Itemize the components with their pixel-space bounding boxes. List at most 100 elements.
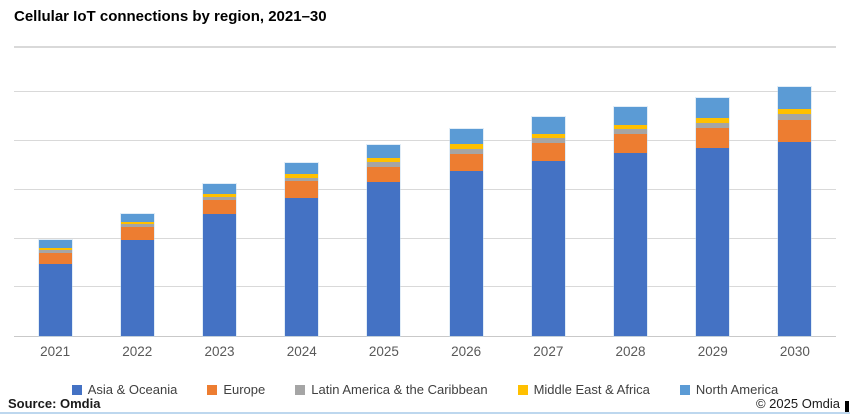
gridline: [14, 237, 836, 239]
bar-segment: [285, 173, 319, 178]
legend-item: North America: [679, 382, 779, 397]
x-tick-label: 2028: [615, 344, 646, 359]
bottom-separator: [0, 412, 850, 414]
bar-segment: [449, 154, 483, 171]
gridline: [14, 286, 836, 288]
bar-segment: [203, 197, 236, 201]
bar-segment: [696, 97, 730, 119]
legend-item: Europe: [207, 382, 265, 397]
x-tick-label: 2030: [779, 344, 810, 359]
bar-segment: [614, 152, 648, 336]
stacked-bar: [614, 106, 648, 336]
bar-segment: [531, 116, 565, 135]
bar-column-2024: [261, 60, 343, 336]
legend-label: Asia & Oceania: [87, 382, 178, 397]
stacked-bar: [449, 128, 483, 336]
bar-segment: [696, 147, 730, 336]
stacked-bar: [778, 86, 812, 336]
x-tick-label: 2025: [368, 344, 399, 359]
bar-segment: [778, 86, 812, 110]
bar-column-2022: [96, 60, 178, 336]
title-separator: [14, 46, 836, 48]
bar-segment: [778, 120, 812, 143]
bar-segment: [203, 214, 236, 336]
source-label: Source: Omdia: [8, 396, 101, 411]
legend: Asia & Oceania Europe Latin America & the …: [0, 382, 850, 397]
copyright-label: © 2025 Omdia: [755, 396, 840, 411]
bar-column-2026: [425, 60, 507, 336]
legend-color-swatch: [679, 384, 690, 395]
bar-segment: [614, 124, 648, 130]
bar-column-2030: [754, 60, 836, 336]
legend-item: Middle East & Africa: [517, 382, 650, 397]
x-tick-label: 2023: [204, 344, 235, 359]
bar-segment: [203, 184, 236, 195]
stacked-bar: [203, 184, 236, 336]
bar-column-2023: [178, 60, 260, 336]
bar-segment: [614, 134, 648, 153]
legend-color-swatch: [517, 384, 528, 395]
bar-segment: [778, 142, 812, 336]
bar-segment: [449, 170, 483, 336]
stacked-bar: [38, 240, 72, 336]
x-tick-label: 2021: [40, 344, 71, 359]
legend-item: Latin America & the Caribbean: [295, 382, 488, 397]
x-tick-label: 2029: [697, 344, 728, 359]
bar-segment: [531, 143, 565, 161]
bar-segment: [203, 200, 236, 215]
gridline: [14, 139, 836, 141]
bar-segment: [696, 128, 730, 148]
bar-segment: [38, 247, 72, 251]
bar-segment: [367, 166, 401, 183]
bar-segment: [38, 263, 72, 336]
legend-color-swatch: [207, 384, 218, 395]
bar-column-2027: [507, 60, 589, 336]
gridline: [14, 188, 836, 190]
bar-segment: [449, 144, 483, 150]
bar-column-2029: [672, 60, 754, 336]
bar-segment: [367, 144, 401, 159]
legend-item: Asia & Oceania: [71, 382, 178, 397]
bar-segment: [120, 224, 154, 228]
stacked-bar: [285, 163, 319, 336]
x-tick-label: 2024: [286, 344, 317, 359]
x-axis-labels: 2021 2022 2023 2024 2025 2026 2027 2028 2029 2030: [14, 344, 836, 359]
legend-color-swatch: [295, 384, 306, 395]
bar-segment: [531, 138, 565, 144]
bar-segment: [285, 181, 319, 198]
bar-segment: [696, 122, 730, 129]
bar-segment: [614, 106, 648, 125]
bar-segment: [120, 221, 154, 225]
bar-segment: [449, 128, 483, 145]
x-tick-label: 2026: [451, 344, 482, 359]
bar-segment: [614, 129, 648, 135]
x-tick-label: 2022: [122, 344, 153, 359]
chart-title: Cellular IoT connections by region, 2021…: [14, 8, 327, 25]
stacked-bar: [696, 97, 730, 336]
bar-segment: [38, 240, 72, 248]
legend-label: Latin America & the Caribbean: [311, 382, 488, 397]
bar-segment: [38, 250, 72, 253]
bar-column-2021: [14, 60, 96, 336]
legend-label: Middle East & Africa: [533, 382, 650, 397]
bar-segment: [367, 158, 401, 163]
bar-segment: [285, 177, 319, 182]
bar-segment: [285, 163, 319, 174]
bar-segment: [367, 162, 401, 167]
bar-segment: [531, 134, 565, 139]
stacked-bar: [120, 214, 154, 336]
bar-column-2028: [589, 60, 671, 336]
bar-segment: [38, 252, 72, 264]
gridlines: [14, 60, 836, 336]
bar-segment: [120, 214, 154, 222]
bar-segment: [778, 109, 812, 115]
gridline: [14, 91, 836, 93]
stacked-bar: [531, 116, 565, 336]
cursor-artifact: [845, 401, 849, 412]
stacked-bar: [367, 144, 401, 336]
legend-label: Europe: [223, 382, 266, 397]
bar-segment: [203, 194, 236, 198]
bar-segment: [285, 197, 319, 336]
bar-segment: [449, 149, 483, 155]
legend-label: North America: [695, 382, 779, 397]
